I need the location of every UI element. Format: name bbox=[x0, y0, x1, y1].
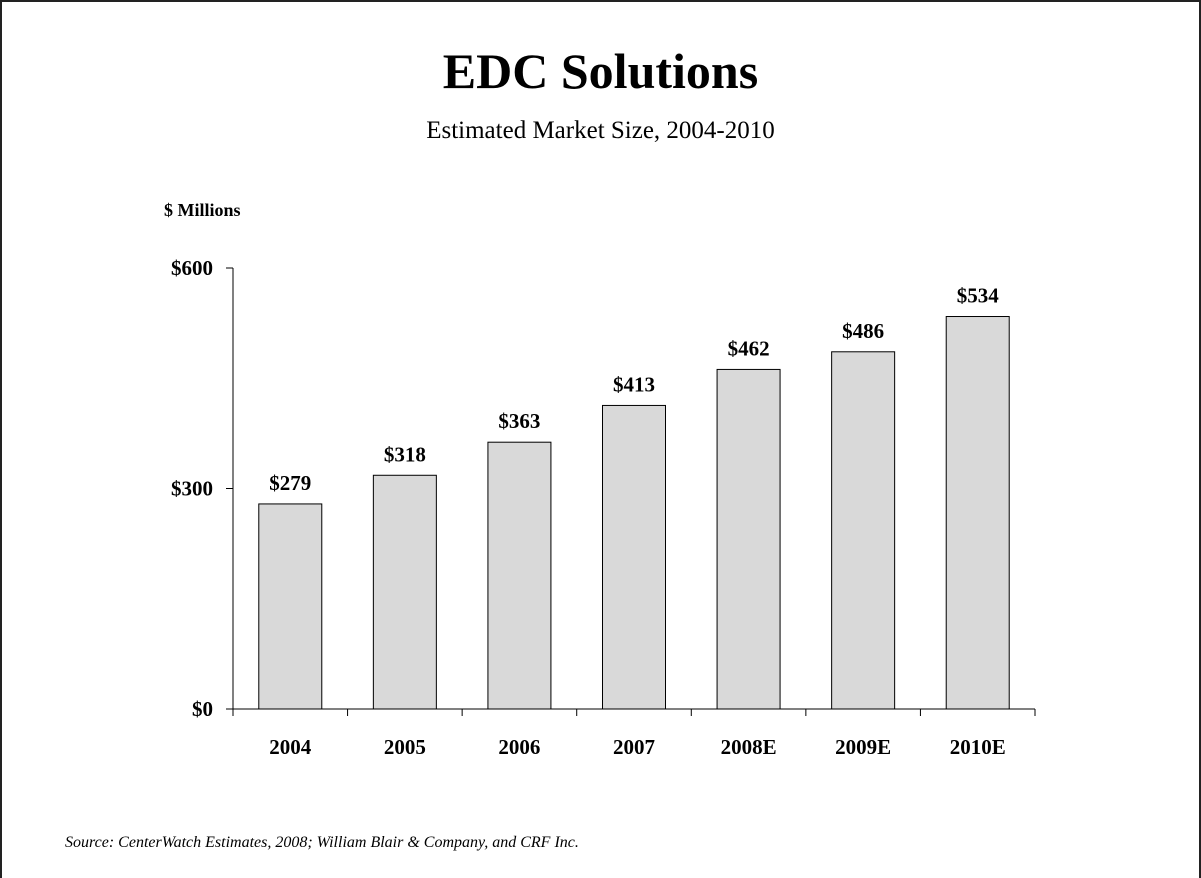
data-label: $486 bbox=[842, 319, 884, 343]
bar bbox=[945, 316, 1010, 710]
y-axis-unit-label: $ Millions bbox=[164, 200, 241, 220]
data-label: $534 bbox=[957, 284, 1000, 308]
bar bbox=[831, 351, 896, 710]
data-label: $279 bbox=[269, 471, 311, 495]
data-label: $363 bbox=[498, 409, 540, 433]
data-label: $318 bbox=[384, 442, 426, 466]
data-label: $413 bbox=[613, 372, 655, 396]
chart-title: EDC Solutions bbox=[442, 43, 759, 99]
x-tick-label: 2007 bbox=[613, 735, 655, 759]
x-tick-label: 2005 bbox=[384, 735, 426, 759]
x-tick-label: 2008E bbox=[721, 735, 777, 759]
bar bbox=[258, 503, 323, 710]
x-tick-label: 2006 bbox=[498, 735, 540, 759]
bar bbox=[372, 474, 437, 710]
x-tick-label: 2004 bbox=[269, 735, 312, 759]
bar bbox=[716, 368, 781, 710]
x-tick-label: 2010E bbox=[950, 735, 1006, 759]
x-tick-label: 2009E bbox=[835, 735, 891, 759]
y-tick-label: $600 bbox=[171, 256, 213, 280]
chart-subtitle: Estimated Market Size, 2004-2010 bbox=[426, 117, 775, 144]
bar bbox=[602, 404, 666, 710]
bar bbox=[487, 441, 552, 710]
y-tick-label: $300 bbox=[171, 477, 213, 501]
data-label: $462 bbox=[728, 336, 770, 360]
source-note: Source: CenterWatch Estimates, 2008; Wil… bbox=[65, 834, 579, 851]
y-tick-label: $0 bbox=[192, 697, 213, 721]
